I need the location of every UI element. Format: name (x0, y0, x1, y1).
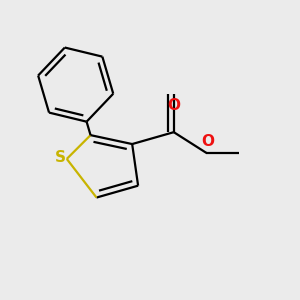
Text: O: O (202, 134, 214, 149)
Text: O: O (167, 98, 180, 113)
Text: S: S (55, 150, 66, 165)
